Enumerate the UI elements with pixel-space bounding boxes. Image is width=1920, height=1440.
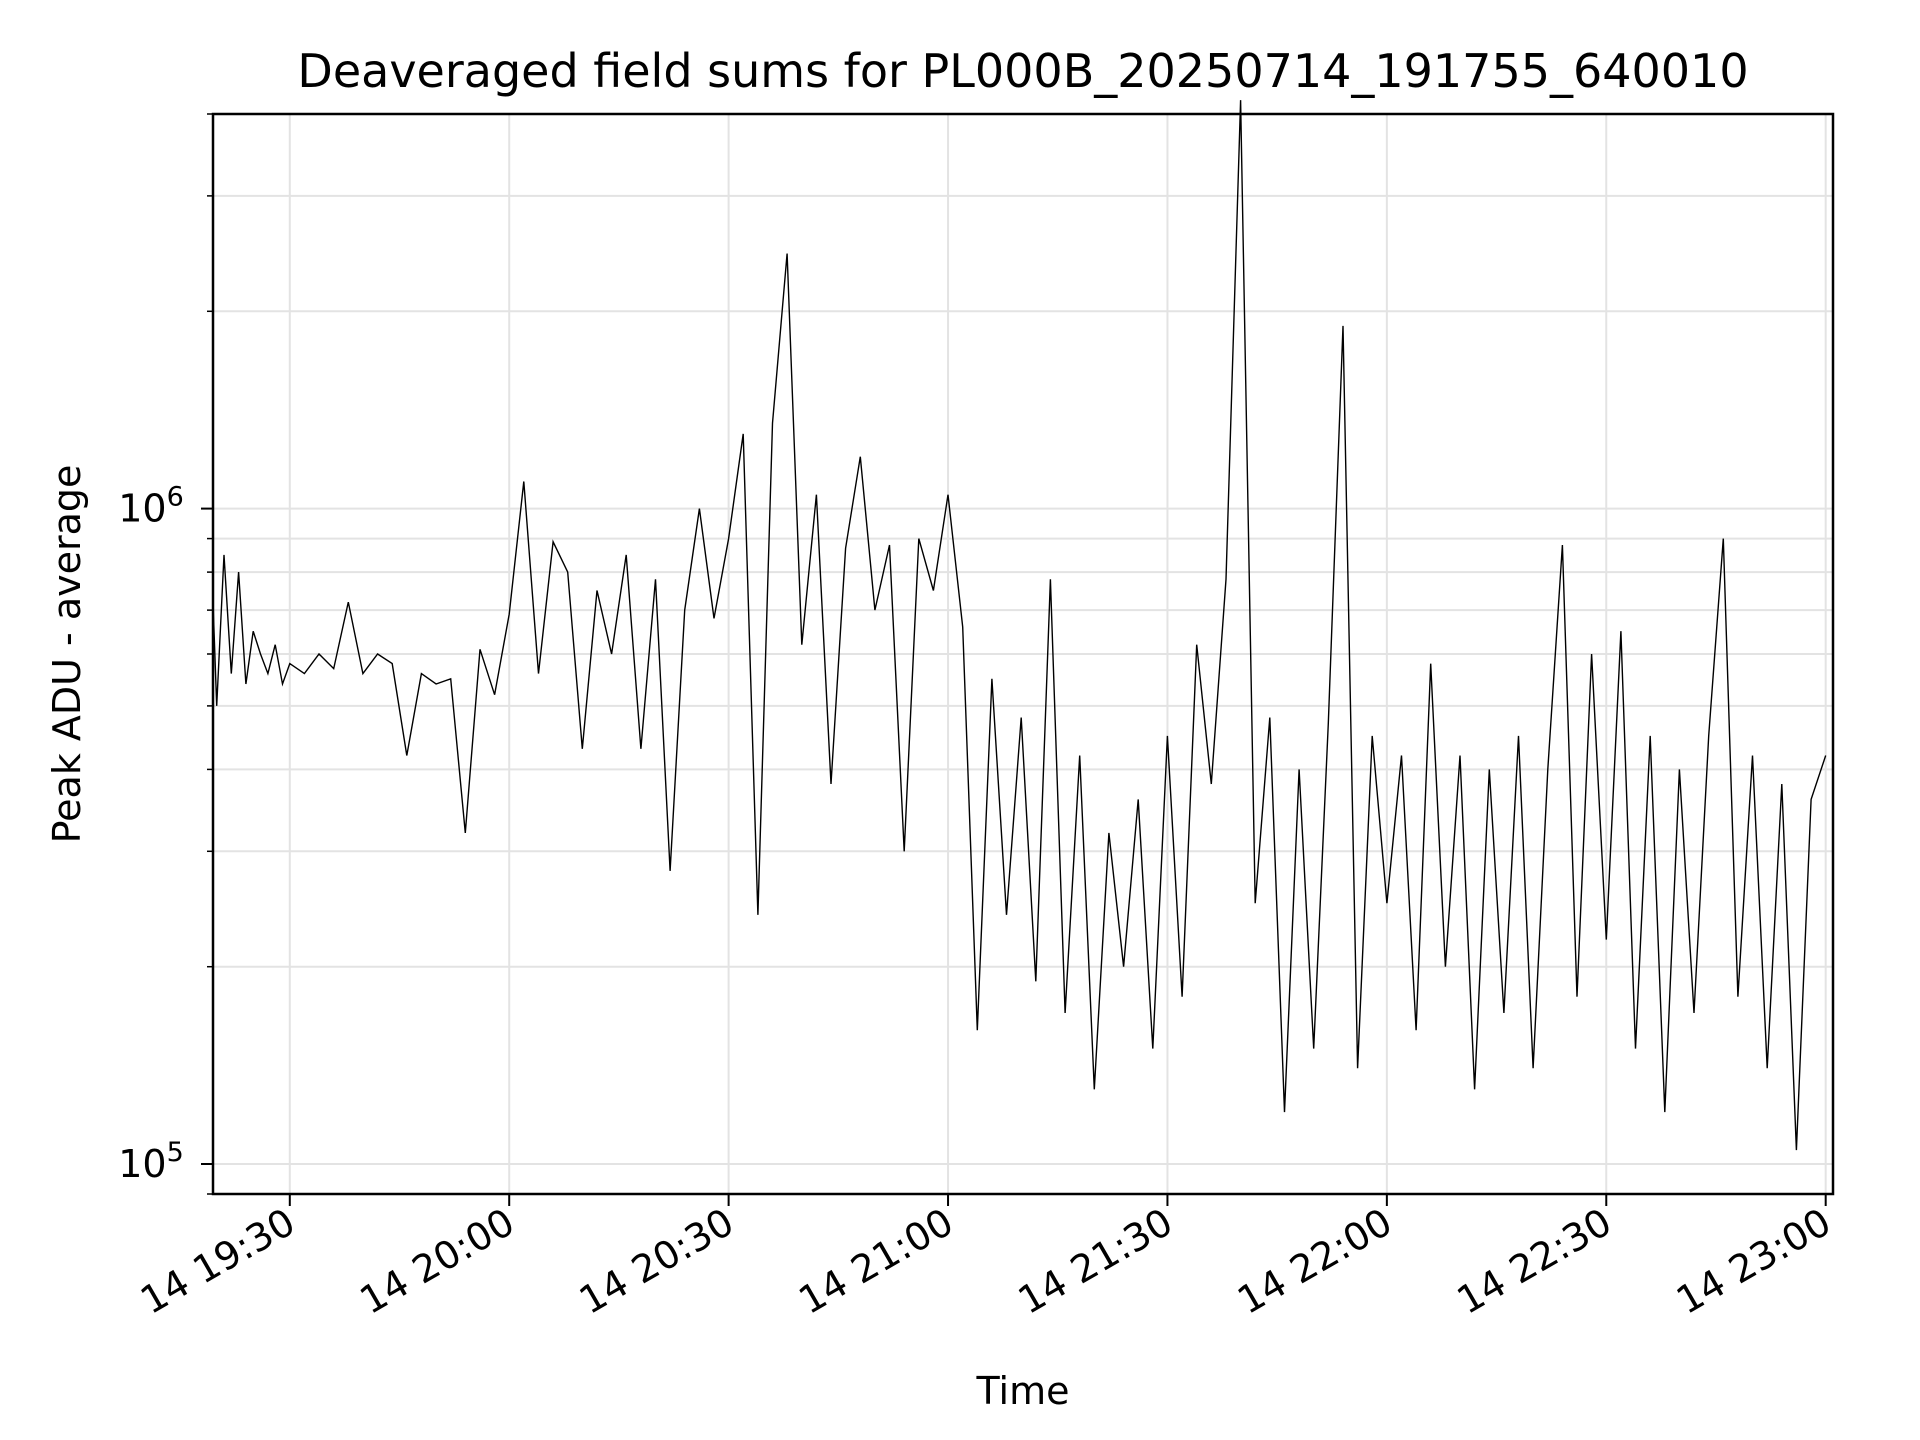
series-layer [212,100,1827,1151]
y-axis-label: Peak ADU - average [45,465,89,844]
chart-title: Deaveraged field sums for PL000B_2025071… [297,44,1748,98]
x-axis-label: Time [976,1369,1070,1413]
series-line [212,100,1827,1151]
